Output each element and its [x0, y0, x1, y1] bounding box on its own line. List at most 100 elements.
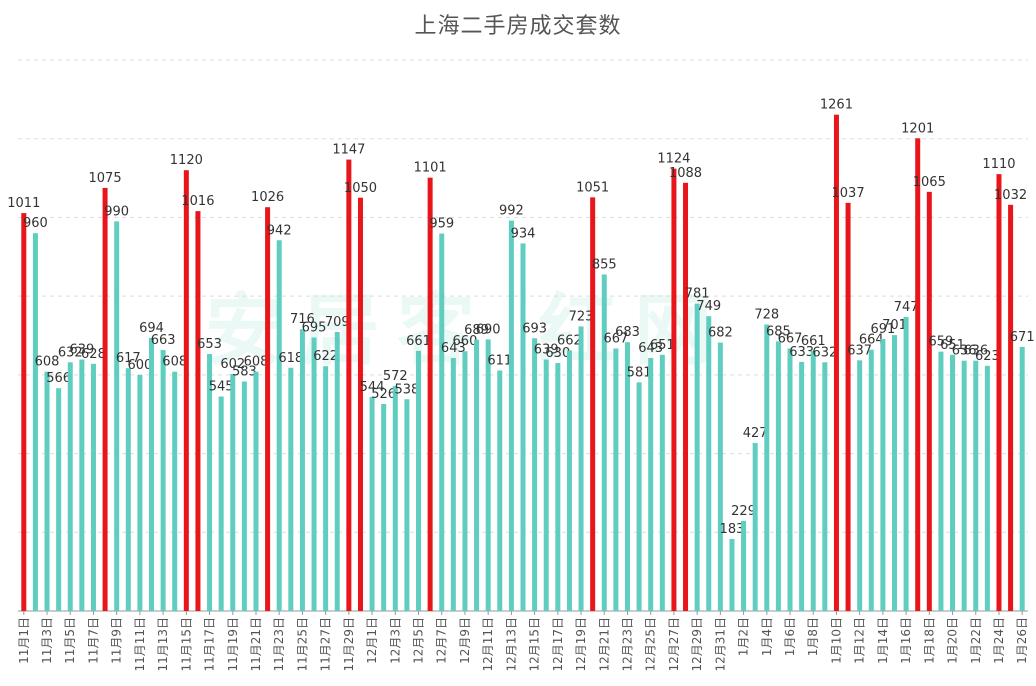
data-label: 623	[975, 349, 1000, 364]
data-label: 694	[139, 321, 164, 336]
bar	[485, 339, 491, 611]
data-label: 1124	[657, 152, 690, 167]
x-tick-label: 12月5日	[412, 617, 426, 664]
data-label: 651	[650, 338, 675, 353]
bar	[520, 243, 526, 611]
bar	[624, 342, 630, 611]
data-label: 661	[406, 334, 431, 349]
x-tick-label: 12月29日	[690, 617, 704, 672]
data-label: 689	[464, 323, 489, 338]
bar	[706, 316, 712, 611]
data-label: 671	[1010, 330, 1035, 345]
bar	[950, 354, 956, 611]
bar	[207, 353, 213, 611]
data-label: 637	[847, 343, 872, 358]
data-label: 1026	[251, 190, 284, 205]
data-label: 659	[929, 335, 954, 350]
bar	[299, 329, 305, 611]
bar	[334, 331, 340, 611]
data-label: 1065	[913, 175, 946, 190]
data-label: 1261	[820, 98, 853, 113]
data-label: 651	[940, 338, 965, 353]
x-tick-label: 12月11日	[481, 617, 495, 672]
x-tick-label: 12月7日	[435, 617, 449, 664]
x-tick-label: 1月4日	[760, 617, 774, 656]
bar	[149, 337, 155, 611]
bar	[764, 324, 770, 611]
bar	[566, 350, 572, 611]
bar	[218, 396, 224, 611]
x-tick-label: 12月25日	[644, 617, 658, 672]
bar-highlight	[683, 182, 689, 611]
bar	[694, 303, 700, 611]
data-label: 685	[766, 324, 791, 339]
data-label: 602	[220, 357, 245, 372]
data-label: 628	[81, 347, 106, 362]
x-tick-label: 11月29日	[342, 617, 356, 672]
data-label: 608	[35, 355, 60, 370]
data-label: 1075	[89, 171, 122, 186]
bar	[543, 359, 549, 611]
data-label: 693	[522, 321, 547, 336]
bar-highlight	[833, 114, 839, 612]
bar	[439, 233, 445, 611]
x-tick-label: 11月21日	[249, 617, 263, 672]
bar	[984, 365, 990, 611]
data-label: 583	[232, 365, 257, 380]
x-tick-label: 11月9日	[110, 617, 124, 664]
data-label: 664	[859, 333, 884, 348]
bar	[601, 274, 607, 611]
x-tick-label: 1月26日	[1015, 617, 1029, 664]
data-label: 600	[127, 358, 152, 373]
data-label: 639	[69, 343, 94, 358]
data-label: 632	[58, 345, 83, 360]
bar-highlight	[183, 170, 189, 611]
bar	[741, 520, 747, 611]
x-tick-label: 1月16日	[899, 617, 913, 664]
bar	[508, 220, 514, 611]
bar	[717, 342, 723, 611]
bar	[323, 366, 329, 611]
data-label: 639	[534, 343, 559, 358]
bar	[79, 359, 85, 611]
bar	[450, 357, 456, 611]
bar	[160, 350, 166, 611]
data-label: 1201	[901, 121, 934, 136]
data-label: 229	[731, 504, 756, 519]
data-label: 1050	[344, 181, 377, 196]
bar	[90, 363, 96, 611]
x-tick-label: 1月20日	[946, 617, 960, 664]
bar	[241, 381, 247, 611]
bar	[903, 317, 909, 611]
x-tick-label: 12月21日	[597, 617, 611, 672]
data-label: 781	[685, 287, 710, 302]
bar-highlight	[671, 168, 677, 611]
data-label: 690	[476, 322, 501, 337]
bar-highlight	[590, 197, 596, 611]
data-label: 608	[162, 355, 187, 370]
data-label: 545	[209, 380, 234, 395]
data-label: 611	[487, 354, 512, 369]
bar	[648, 357, 654, 611]
bar	[172, 371, 178, 611]
x-tick-label: 11月27日	[319, 617, 333, 672]
bar	[613, 348, 619, 611]
data-label: 1011	[7, 196, 40, 211]
x-tick-label: 11月11日	[133, 617, 147, 672]
x-tick-label: 1月22日	[969, 617, 983, 664]
data-label: 747	[894, 300, 919, 315]
data-label: 992	[499, 204, 524, 219]
data-label: 1120	[170, 153, 203, 168]
x-tick-label: 12月19日	[574, 617, 588, 672]
data-label: 723	[569, 309, 594, 324]
bar-highlight	[195, 211, 201, 612]
data-label: 701	[882, 318, 907, 333]
data-label: 990	[104, 204, 129, 219]
data-label: 1051	[576, 180, 609, 195]
bar	[114, 221, 120, 611]
bar	[230, 374, 236, 611]
x-tick-label: 12月1日	[365, 617, 379, 664]
data-label: 643	[638, 341, 663, 356]
bar-highlight	[102, 187, 108, 612]
